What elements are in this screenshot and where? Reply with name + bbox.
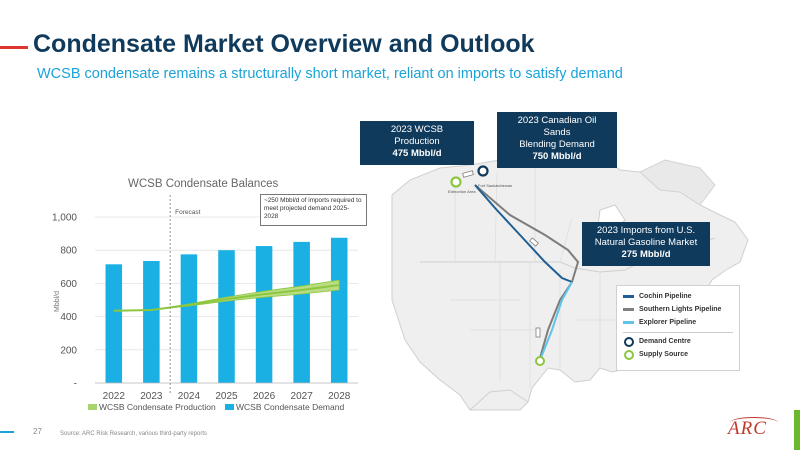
supply-source-marker-edmonton (450, 176, 462, 188)
legend-cochin: Cochin Pipeline (623, 290, 733, 303)
x-tick-label: 2026 (253, 391, 276, 402)
y-axis-label: Mbbl/d (54, 291, 61, 312)
x-tick-label: 2024 (178, 391, 201, 402)
demand-bar (105, 264, 123, 383)
callout-line: Natural Gasoline Market (594, 237, 698, 248)
chart-plot: - 200 400 600 800 1,000 Mbbl/d Forecast 2022 2023… (52, 195, 358, 412)
y-tick-label: 400 (60, 312, 77, 323)
accent-line (0, 46, 28, 49)
callout-line: 2023 Imports from U.S. (596, 225, 696, 236)
legend-explorer: Explorer Pipeline (623, 316, 733, 329)
legend-label: Supply Source (639, 351, 689, 358)
chart-title: WCSB Condensate Balances (128, 178, 279, 190)
supply-source-marker-gulf (535, 356, 545, 366)
y-tick-label: - (74, 379, 77, 390)
callout-value: 475 Mbbl/d (392, 148, 442, 159)
callout-line: Blending Demand (519, 139, 595, 150)
demand-bar (143, 260, 160, 383)
callout-line: 2023 Canadian Oil (517, 115, 597, 126)
demand-bar (330, 237, 348, 383)
y-tick-label: 600 (60, 279, 77, 290)
demand-centre-icon (624, 336, 634, 347)
callout-wcsb-production: 2023 WCSB Production 475 Mbbl/d (360, 121, 474, 165)
x-tick-label: 2028 (328, 391, 351, 402)
callout-line: Sands (543, 127, 571, 138)
legend-label: Cochin Pipeline (639, 293, 692, 300)
imports-annotation: ~250 Mbbl/d of imports required to meet … (260, 194, 367, 226)
arc-logo: ARC (728, 418, 767, 439)
page-title: Condensate Market Overview and Outlook (33, 30, 535, 58)
x-tick-label: 2022 (103, 391, 126, 402)
supply-source-icon (624, 349, 634, 360)
legend-southern-lights: Southern Lights Pipeline (623, 303, 733, 316)
legend-label: Explorer Pipeline (639, 319, 697, 326)
demand-bar (180, 254, 198, 383)
y-tick-label: 200 (60, 345, 77, 356)
legend-divider (623, 332, 733, 333)
legend-production: WCSB Condensate Production (99, 402, 216, 412)
legend-demand: WCSB Condensate Demand (236, 402, 344, 412)
legend-swatch-production (88, 404, 97, 410)
callout-line: 2023 WCSB (390, 124, 444, 135)
source-note: Source: ARC Risk Research, various third… (60, 431, 208, 437)
legend-demand-centre: Demand Centre (623, 335, 733, 348)
legend-label: Southern Lights Pipeline (639, 306, 722, 313)
callout-value: 275 Mbbl/d (621, 249, 671, 260)
callout-oil-sands-demand: 2023 Canadian Oil Sands Blending Demand … (497, 112, 617, 168)
forecast-label: Forecast (175, 209, 200, 216)
map-legend: Cochin Pipeline Southern Lights Pipeline… (616, 285, 740, 371)
demand-bar (218, 250, 235, 383)
southern-lights-swatch (623, 308, 634, 311)
demand-centre-marker (477, 165, 489, 177)
page-subtitle: WCSB condensate remains a structurally s… (37, 66, 623, 82)
callout-line: Production (394, 136, 440, 147)
x-tick-label: 2023 (140, 391, 163, 402)
logo-swoosh (730, 417, 778, 428)
place-label-fort-sask: Fort Saskatchewan (478, 183, 513, 188)
demand-bar (255, 246, 273, 383)
callout-us-imports: 2023 Imports from U.S. Natural Gasoline … (582, 222, 710, 266)
explorer-swatch (623, 321, 634, 324)
demand-bar (293, 241, 310, 383)
cochin-swatch (623, 295, 634, 298)
callout-value: 750 Mbbl/d (532, 151, 582, 162)
corner-accent-bar (794, 410, 800, 450)
x-tick-label: 2027 (291, 391, 314, 402)
place-label-edmonton: Edmonton Area (448, 189, 476, 194)
footer-accent (0, 431, 14, 433)
production-line (113, 284, 340, 312)
legend-label: Demand Centre (639, 338, 691, 345)
legend-supply-source: Supply Source (623, 348, 733, 361)
legend-swatch-demand (225, 404, 234, 410)
y-tick-label: 1,000 (52, 213, 77, 224)
x-tick-label: 2025 (215, 391, 238, 402)
annotation-text: ~250 Mbbl/d of imports required to meet … (264, 197, 362, 220)
y-tick-label: 800 (60, 246, 77, 257)
page-number: 27 (33, 427, 42, 436)
